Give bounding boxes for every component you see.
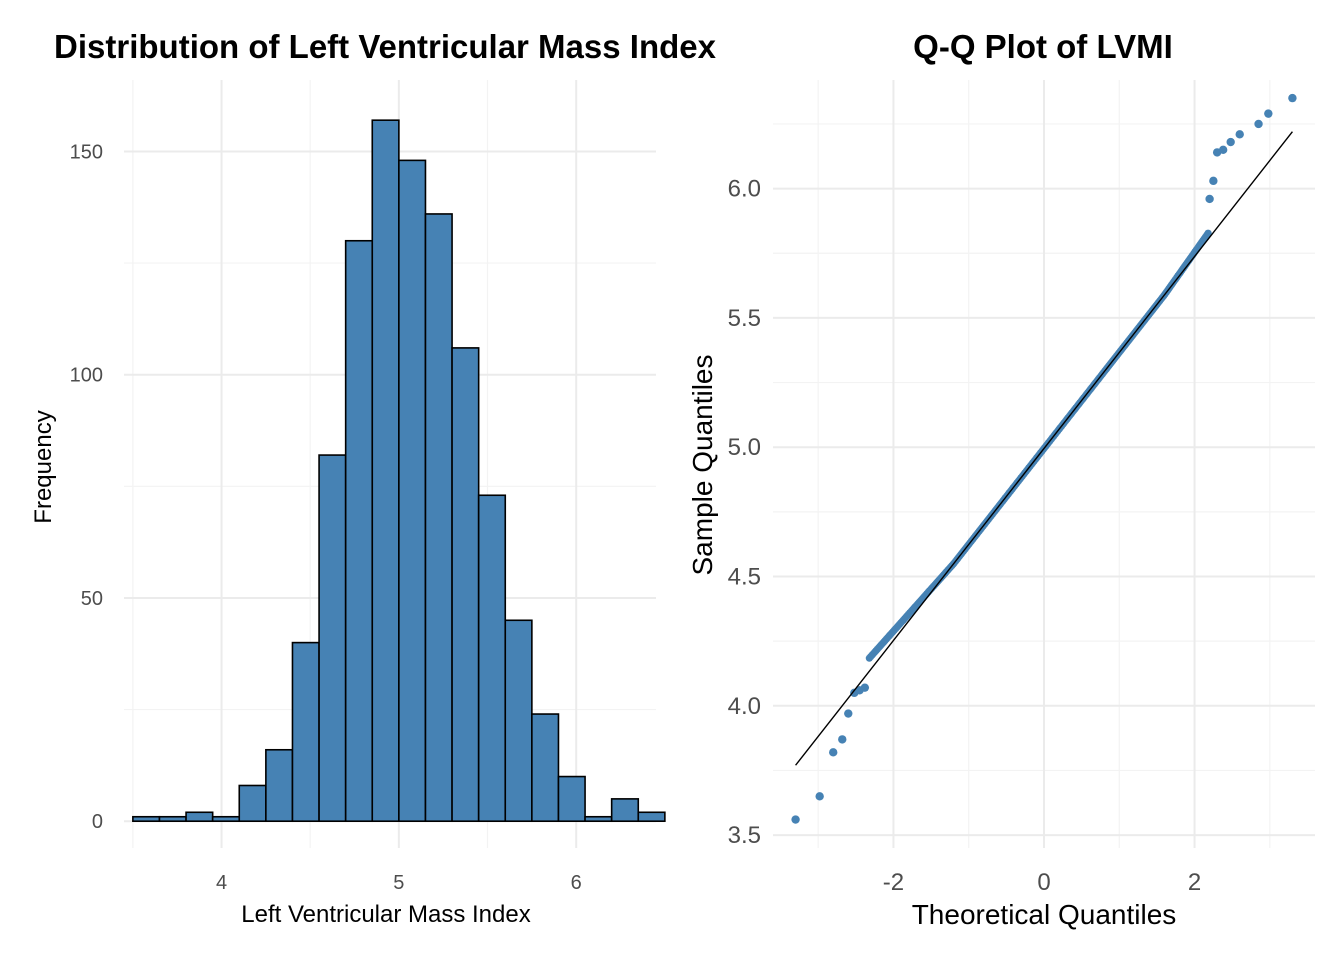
- qq-title: Q-Q Plot of LVMI: [913, 28, 1173, 65]
- histogram-bar: [610, 798, 640, 823]
- histogram-title: Distribution of Left Ventricular Mass In…: [54, 28, 717, 65]
- qq-point: [1254, 119, 1263, 129]
- histogram-bar: [584, 815, 613, 823]
- histogram-bar: [185, 811, 214, 823]
- histogram-bar: [637, 811, 666, 823]
- histogram-panel: 4 5 6 0 50 100 150 Distribution of Left Ventr…: [30, 28, 717, 928]
- qq-x-tick-label: -2: [883, 869, 904, 896]
- histogram-x-tick-label: 6: [571, 872, 582, 894]
- histogram-y-tick-label: 0: [92, 811, 103, 833]
- histogram-bar: [531, 713, 560, 823]
- histogram-bar: [344, 239, 374, 823]
- qq-x-tick-label: 0: [1037, 869, 1050, 896]
- qq-y-tick-label: 6.0: [728, 176, 761, 203]
- qq-point: [829, 748, 838, 757]
- histogram-x-ticks: 4 5 6: [216, 872, 582, 894]
- qq-reference-line: [795, 131, 1293, 766]
- qq-y-tick-label: 3.5: [728, 822, 761, 849]
- histogram-bar: [238, 784, 267, 823]
- qq-point: [1226, 137, 1235, 147]
- qq-plot-panel: -2 0 2 3.5 4.0 4.5 5.0 5.5 6.0 Q-Q Plot of LVMI…: [687, 28, 1315, 930]
- qq-point: [1205, 194, 1214, 204]
- qq-x-tick-label: 2: [1188, 869, 1201, 896]
- histogram-bar: [291, 641, 320, 823]
- histogram-bar: [318, 454, 347, 823]
- qq-point: [838, 735, 847, 744]
- qq-point: [860, 683, 870, 692]
- histogram-y-tick-label: 50: [81, 588, 103, 610]
- qq-grid: [773, 80, 1315, 848]
- qq-y-tick-label: 5.5: [728, 305, 761, 332]
- qq-y-tick-label: 4.5: [728, 563, 761, 590]
- qq-point: [1209, 176, 1218, 186]
- histogram-x-tick-label: 5: [393, 872, 404, 894]
- histogram-bar: [158, 815, 187, 823]
- qq-x-label: Theoretical Quantiles: [912, 899, 1177, 930]
- qq-point: [1288, 93, 1297, 103]
- histogram-bar: [398, 159, 427, 823]
- qq-y-label: Sample Quantiles: [687, 354, 718, 575]
- histogram-y-tick-label: 100: [70, 365, 103, 387]
- qq-y-tick-label: 5.0: [728, 434, 761, 461]
- histogram-y-label: Frequency: [30, 410, 57, 523]
- qq-point: [815, 792, 824, 801]
- histogram-y-ticks: 0 50 100 150: [70, 141, 103, 833]
- qq-point: [1204, 229, 1212, 237]
- histogram-x-label: Left Ventricular Mass Index: [241, 901, 530, 928]
- qq-x-ticks: -2 0 2: [883, 869, 1201, 896]
- histogram-bar: [424, 213, 453, 823]
- qq-point: [1235, 130, 1244, 139]
- histogram-bars: [132, 119, 666, 823]
- histogram-bar: [265, 748, 294, 823]
- qq-point: [791, 815, 800, 824]
- qq-point: [844, 709, 853, 718]
- histogram-bar: [451, 347, 480, 823]
- histogram-bar: [211, 815, 241, 823]
- histogram-bar: [132, 815, 161, 823]
- histogram-y-tick-label: 150: [70, 141, 103, 163]
- qq-y-tick-label: 4.0: [728, 693, 761, 720]
- histogram-bar: [504, 619, 533, 823]
- qq-point: [1264, 109, 1273, 118]
- qq-y-ticks: 3.5 4.0 4.5 5.0 5.5 6.0: [728, 176, 761, 849]
- histogram-bar: [557, 775, 586, 823]
- histogram-bar: [371, 119, 400, 823]
- histogram-bar: [477, 494, 507, 823]
- histogram-x-tick-label: 4: [216, 872, 227, 894]
- qq-point: [1218, 145, 1228, 155]
